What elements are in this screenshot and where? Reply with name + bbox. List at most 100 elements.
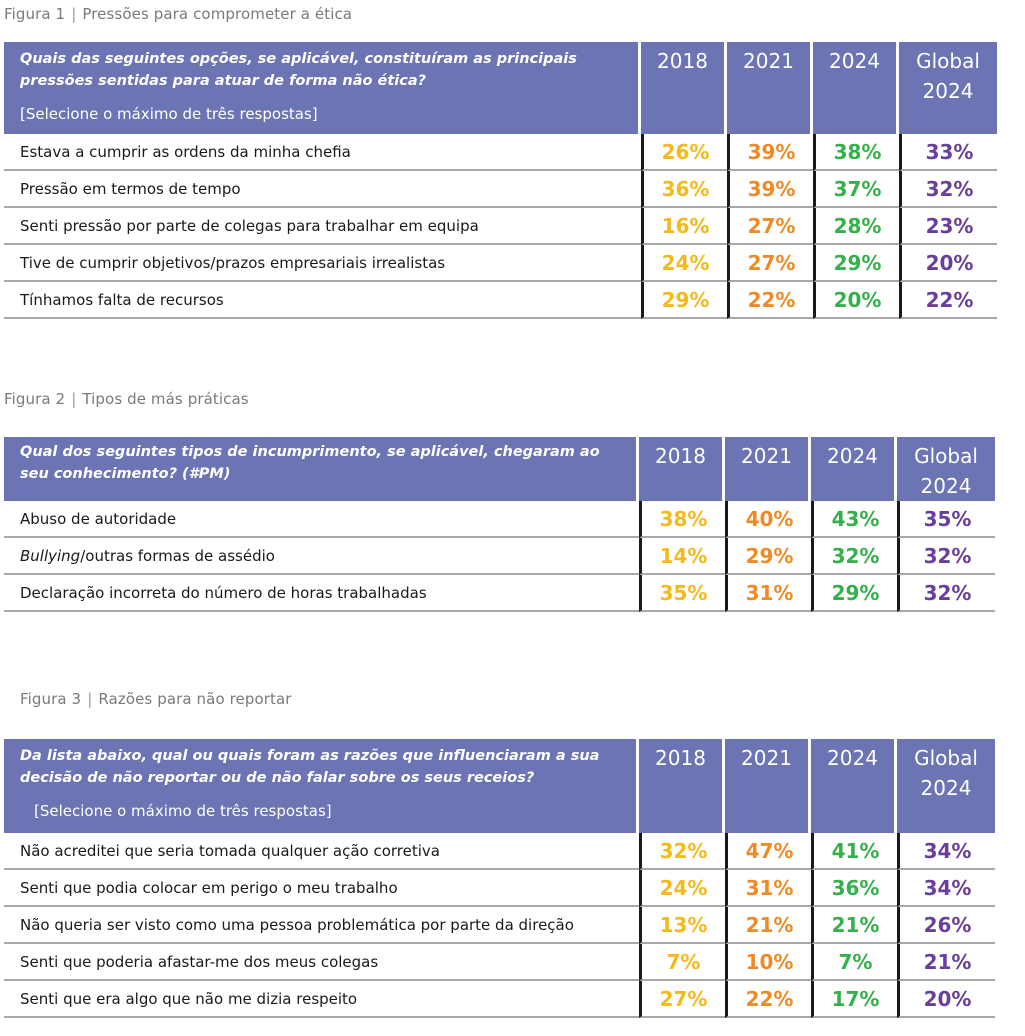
figure-title: Pressões para comprometer a ética [82, 5, 353, 23]
row-label: Declaração incorreta do número de horas … [4, 575, 639, 612]
column-header-2021: 2021 [725, 739, 811, 833]
value-2018: 27% [639, 981, 725, 1018]
column-header-2021: 2021 [727, 42, 813, 134]
row-label: Senti que poderia afastar-me dos meus co… [4, 944, 639, 981]
table-header-row: Quais das seguintes opções, se aplicável… [4, 42, 997, 134]
row-label: Pressão em termos de tempo [4, 171, 641, 208]
value-2021: 22% [725, 981, 811, 1018]
table-row: Declaração incorreta do número de horas … [4, 575, 995, 612]
value-2018: 16% [641, 208, 727, 245]
caption-separator: | [71, 390, 77, 408]
value-2024: 32% [811, 538, 897, 575]
value-2021: 29% [725, 538, 811, 575]
value-global-2024: 21% [897, 944, 995, 981]
value-2018: 35% [639, 575, 725, 612]
value-2018: 24% [639, 870, 725, 907]
row-label-text: /outras formas de assédio [80, 546, 275, 565]
row-label: Abuso de autoridade [4, 501, 639, 538]
row-label: Senti pressão por parte de colegas para … [4, 208, 641, 245]
value-2021: 21% [725, 907, 811, 944]
table-row: Senti que podia colocar em perigo o meu … [4, 870, 995, 907]
value-global-2024: 34% [897, 870, 995, 907]
column-header-2021: 2021 [725, 437, 811, 501]
value-global-2024: 32% [897, 538, 995, 575]
column-header-global-2024: Global 2024 [899, 42, 997, 134]
question-header: Qual dos seguintes tipos de incumpriment… [4, 437, 639, 501]
figure-label: Figura 3 [20, 690, 82, 708]
value-2024: 17% [811, 981, 897, 1018]
row-label-italic: Bullying [20, 546, 81, 565]
value-2024: 41% [811, 833, 897, 870]
value-2024: 37% [813, 171, 899, 208]
value-global-2024: 32% [897, 575, 995, 612]
row-label: Não acreditei que seria tomada qualquer … [4, 833, 639, 870]
value-2021: 22% [727, 282, 813, 319]
value-2021: 39% [727, 171, 813, 208]
figure-3-caption: Figura 3 | Razões para não reportar [20, 690, 292, 708]
table-row: Não queria ser visto como uma pessoa pro… [4, 907, 995, 944]
table-row: Estava a cumprir as ordens da minha chef… [4, 134, 997, 171]
column-header-2024: 2024 [811, 739, 897, 833]
value-2024: 29% [813, 245, 899, 282]
table-row: Pressão em termos de tempo 36% 39% 37% 32% [4, 171, 997, 208]
caption-separator: | [71, 5, 77, 23]
value-2024: 36% [811, 870, 897, 907]
value-2021: 27% [727, 208, 813, 245]
row-label: Senti que era algo que não me dizia resp… [4, 981, 639, 1018]
value-2018: 13% [639, 907, 725, 944]
value-2018: 38% [639, 501, 725, 538]
figure-label: Figura 1 [4, 5, 66, 23]
caption-separator: | [87, 690, 93, 708]
instruction-text: [Selecione o máximo de três respostas] [34, 802, 332, 820]
value-2018: 32% [639, 833, 725, 870]
column-header-2018: 2018 [639, 437, 725, 501]
value-2021: 31% [725, 870, 811, 907]
figure-title: Razões para não reportar [98, 690, 292, 708]
figure-3-table: Da lista abaixo, qual ou quais foram as … [4, 739, 995, 1018]
value-2024: 7% [811, 944, 897, 981]
figure-2-table: Qual dos seguintes tipos de incumpriment… [4, 437, 995, 612]
table-row: Senti que poderia afastar-me dos meus co… [4, 944, 995, 981]
figure-1-table: Quais das seguintes opções, se aplicável… [4, 42, 997, 319]
value-global-2024: 33% [899, 134, 997, 171]
table-row: Tive de cumprir objetivos/prazos empresa… [4, 245, 997, 282]
value-global-2024: 35% [897, 501, 995, 538]
table-row: Não acreditei que seria tomada qualquer … [4, 833, 995, 870]
value-2024: 20% [813, 282, 899, 319]
column-header-2024: 2024 [813, 42, 899, 134]
value-2024: 38% [813, 134, 899, 171]
value-2024: 43% [811, 501, 897, 538]
figure-title: Tipos de más práticas [82, 390, 249, 408]
value-2024: 29% [811, 575, 897, 612]
figure-1-caption: Figura 1 | Pressões para comprometer a éti… [4, 5, 352, 23]
value-global-2024: 26% [897, 907, 995, 944]
column-header-2018: 2018 [641, 42, 727, 134]
question-text: Quais das seguintes opções, se aplicável… [20, 51, 577, 89]
instruction-text: [Selecione o máximo de três respostas] [20, 105, 318, 123]
value-2024: 28% [813, 208, 899, 245]
question-header: Quais das seguintes opções, se aplicável… [4, 42, 641, 134]
figure-label: Figura 2 [4, 390, 66, 408]
question-header: Da lista abaixo, qual ou quais foram as … [4, 739, 639, 833]
value-2018: 14% [639, 538, 725, 575]
value-global-2024: 20% [899, 245, 997, 282]
figure-2-caption: Figura 2 | Tipos de más práticas [4, 390, 249, 408]
row-label: Bullying/outras formas de assédio [4, 538, 639, 575]
table-header-row: Qual dos seguintes tipos de incumpriment… [4, 437, 995, 501]
value-2018: 29% [641, 282, 727, 319]
value-2021: 40% [725, 501, 811, 538]
column-header-global-2024: Global 2024 [897, 739, 995, 833]
value-global-2024: 20% [897, 981, 995, 1018]
value-2021: 47% [725, 833, 811, 870]
value-2018: 24% [641, 245, 727, 282]
value-2021: 31% [725, 575, 811, 612]
row-label: Tive de cumprir objetivos/prazos empresa… [4, 245, 641, 282]
row-label: Senti que podia colocar em perigo o meu … [4, 870, 639, 907]
value-2018: 26% [641, 134, 727, 171]
table-row: Tínhamos falta de recursos 29% 22% 20% 22% [4, 282, 997, 319]
row-label: Não queria ser visto como uma pessoa pro… [4, 907, 639, 944]
value-2021: 10% [725, 944, 811, 981]
value-global-2024: 23% [899, 208, 997, 245]
question-text: Da lista abaixo, qual ou quais foram as … [20, 748, 600, 786]
value-2018: 7% [639, 944, 725, 981]
